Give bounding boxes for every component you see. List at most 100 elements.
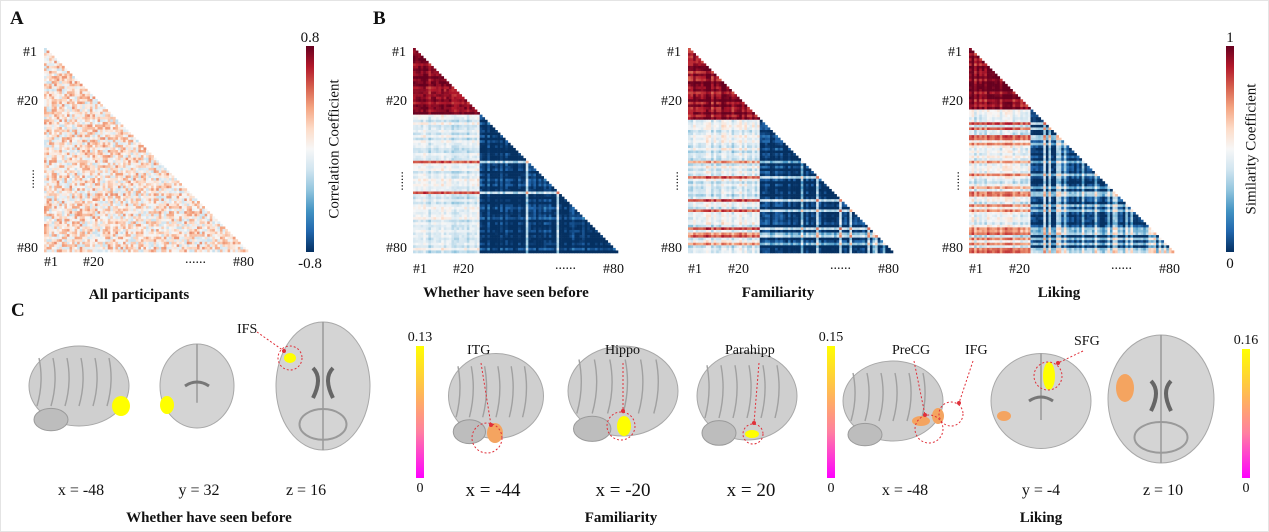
heatmap-cell (153, 211, 157, 215)
heatmap-cell (138, 208, 142, 212)
heatmap-cell (120, 193, 124, 197)
heatmap-cell (128, 152, 131, 156)
heatmap-cell (54, 70, 58, 74)
heatmap-cell (110, 127, 114, 130)
heatmap-cell (97, 116, 101, 120)
heatmap-cell (64, 96, 68, 100)
heatmap-cell (125, 201, 129, 204)
heatmap-cell (49, 208, 52, 212)
heatmap-cell (115, 180, 119, 184)
heatmap-cell (56, 121, 60, 125)
heatmap-cell (166, 178, 170, 181)
heatmap-cell (61, 116, 65, 120)
heatmap-cell (61, 114, 65, 118)
heatmap-cell (51, 127, 55, 130)
heatmap-cell (128, 178, 131, 181)
heatmap-cell (92, 111, 96, 115)
heatmap-cell (125, 165, 129, 169)
heatmap-cell (179, 208, 182, 212)
heatmap-cell (64, 78, 68, 82)
heatmap-cell (44, 63, 47, 67)
heatmap-cell (49, 162, 52, 166)
heatmap-cell (112, 167, 116, 171)
heatmap-cell (97, 190, 101, 194)
heatmap-cell (66, 86, 70, 90)
heatmap-cell (66, 91, 70, 95)
heatmap-cell (138, 155, 142, 158)
heatmap-cell (44, 132, 47, 135)
heatmap-cell (123, 178, 126, 181)
heatmap-cell (161, 170, 165, 174)
heatmap-cell (92, 150, 96, 153)
heatmap-cell (87, 206, 91, 209)
heatmap-cell (117, 124, 121, 128)
heatmap-cell (61, 137, 65, 141)
heatmap-cell (151, 180, 154, 184)
heatmap-cell (95, 183, 98, 186)
heatmap-cell (158, 178, 162, 181)
heatmap-cell (74, 96, 78, 100)
heatmap-cell (112, 124, 116, 128)
heatmap-cell (59, 83, 63, 87)
heatmap-cell (105, 109, 109, 113)
heatmap-cell (61, 201, 65, 204)
heatmap-cell (97, 160, 101, 164)
heatmap-cell (117, 180, 121, 184)
heatmap-cell (135, 167, 139, 171)
heatmap-cell (64, 93, 68, 97)
heatmap-cell (82, 86, 86, 90)
heatmap-cell (138, 167, 142, 171)
heatmap-cell (107, 160, 111, 164)
heatmap-cell (66, 201, 70, 204)
heatmap-cell (49, 188, 52, 192)
heatmap-cell (148, 201, 152, 204)
heatmap-cell (100, 144, 103, 148)
heatmap-cell (87, 121, 91, 125)
heatmap-cell (168, 208, 172, 212)
heatmap-cell (82, 91, 86, 95)
heatmap-cell (100, 203, 103, 207)
heatmap-cell (143, 170, 147, 174)
heatmap-cell (97, 167, 101, 171)
heatmap-cell (84, 88, 88, 92)
heatmap-cell (130, 185, 134, 189)
heatmap-cell (181, 208, 185, 212)
heatmap-cell (133, 198, 137, 202)
heatmap-cell (54, 76, 58, 79)
heatmap-cell (74, 152, 78, 156)
heatmap-cell (100, 121, 103, 125)
heatmap-cell (49, 175, 52, 179)
heatmap-cell (72, 206, 75, 209)
heatmap-cell (69, 152, 73, 156)
heatmap-cell (51, 190, 55, 194)
heatmap-cell (82, 106, 86, 110)
heatmap-cell (56, 157, 60, 161)
heatmap-cell (46, 183, 50, 186)
heatmap-cell (51, 165, 55, 169)
heatmap-cell (112, 180, 116, 184)
heatmap-cell (61, 121, 65, 125)
heatmap-cell (89, 99, 93, 102)
heatmap-cell (120, 127, 124, 130)
heatmap-cell (84, 188, 88, 192)
heatmap-cell (105, 172, 109, 176)
heatmap-cell (59, 155, 63, 158)
heatmap-cell (72, 193, 75, 197)
heatmap-cell (92, 206, 96, 209)
heatmap-cell (59, 93, 63, 97)
heatmap-cell (100, 134, 103, 138)
heatmap-cell (97, 129, 101, 133)
heatmap-cell (87, 139, 91, 143)
heatmap-cell (84, 139, 88, 143)
heatmap-cell (82, 208, 86, 212)
heatmap-cell (49, 106, 52, 110)
heatmap-cell (148, 198, 152, 202)
heatmap-cell (105, 208, 109, 212)
heatmap-cell (125, 162, 129, 166)
heatmap-cell (143, 147, 147, 151)
heatmap-cell (97, 165, 101, 169)
heatmap-cell (51, 121, 55, 125)
heatmap-cell (130, 165, 134, 169)
heatmap-cell (102, 155, 106, 158)
heatmap-cell (56, 185, 60, 189)
